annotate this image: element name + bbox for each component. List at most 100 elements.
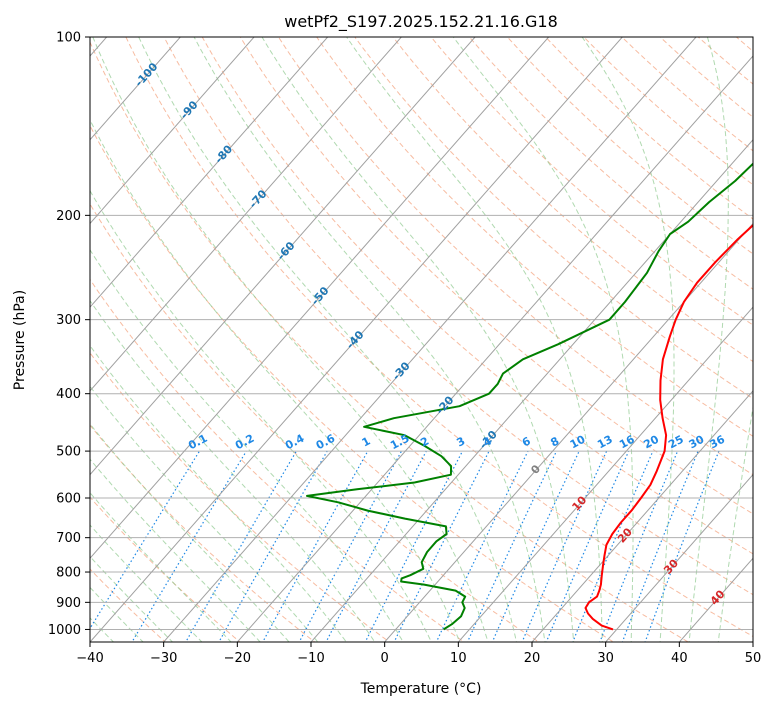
isotherm-line: [90, 37, 255, 225]
x-tick-label: −40: [76, 651, 103, 666]
x-tick-label: −20: [224, 651, 251, 666]
x-tick-label: 40: [671, 651, 688, 666]
moist-adiabat-line: [90, 344, 347, 642]
y-tick-label: 100: [56, 31, 81, 46]
plot-frame: [89, 36, 754, 643]
dry-adiabat-line: [163, 37, 753, 596]
mixing-ratio-line: [218, 450, 328, 642]
y-tick-label: 300: [56, 313, 81, 328]
moist-adiabat-line: [90, 458, 261, 642]
mixing-ratio-line: [298, 450, 403, 642]
isotherm-line: [604, 473, 753, 642]
mixing-ratio-label: 30: [687, 433, 707, 452]
dry-adiabat-line: [201, 37, 753, 555]
moist-adiabat-line: [90, 492, 232, 642]
isotherm-line: [383, 222, 753, 642]
moist-adiabat-line: [90, 555, 174, 642]
mixing-ratio-label: 2: [418, 434, 431, 449]
x-tick-label: 30: [597, 651, 614, 666]
dry-adiabat-line: [659, 37, 753, 118]
x-axis-label: Temperature (°C): [360, 681, 482, 697]
x-tick-label: 10: [450, 651, 467, 666]
mixing-ratio-line: [325, 450, 427, 642]
x-tick-label: 50: [745, 651, 762, 666]
isotherm-line: [457, 306, 753, 642]
isotherm-line: [90, 37, 624, 642]
y-tick-label: 800: [56, 566, 81, 581]
mixing-ratio-label: 16: [617, 433, 637, 452]
isotherm-line: [310, 138, 753, 642]
isotherm-line: [236, 55, 753, 642]
dry-adiabat-line: [392, 37, 753, 363]
mixing-ratio-line: [466, 450, 558, 642]
isotherm-line: [752, 641, 753, 642]
mixing-ratio-label: 3: [454, 434, 467, 449]
moist-adiabat-line: [90, 385, 319, 642]
dry-adiabat-line: [354, 37, 753, 400]
background-lines: [90, 24, 775, 654]
moist-adiabat-line: [138, 37, 518, 642]
isotherm-line: [678, 557, 753, 642]
moist-adiabat-line: [688, 37, 729, 642]
dry-adiabat-line: [90, 424, 316, 642]
mixing-ratio-label: 13: [595, 433, 615, 452]
dry-adiabat-line: [90, 278, 465, 642]
moist-adiabat-line: [90, 118, 461, 642]
y-tick-label: 1000: [48, 623, 81, 638]
mixing-ratio-label: 10: [568, 433, 588, 452]
dry-adiabat-line: [277, 37, 753, 476]
dewpoint-profile-line: [306, 162, 753, 631]
dry-adiabat-line: [90, 203, 540, 642]
dry-adiabat-line: [468, 37, 753, 290]
y-tick-label: 400: [56, 387, 81, 402]
series-layer: [306, 162, 753, 631]
dry-adiabat-line: [759, 24, 775, 654]
mixing-ratio-label: 1.5: [388, 432, 411, 453]
dry-adiabat-line: [621, 37, 753, 152]
isotherm-line: [531, 390, 753, 642]
dry-adiabat-line: [90, 124, 615, 642]
chart-title: wetPf2_S197.2025.152.21.16.G18: [284, 12, 558, 32]
temperature-profile-line: [584, 223, 753, 631]
dry-adiabat-line: [90, 352, 391, 642]
moist-adiabat-line: [90, 189, 432, 642]
mixing-ratio-line: [521, 450, 608, 642]
y-tick-label: 600: [56, 492, 81, 507]
mixing-ratio-label: 1: [360, 434, 373, 449]
mixing-ratio-label: 6: [520, 434, 533, 449]
mixing-ratio-label: 0.4: [283, 432, 307, 453]
mixing-ratio-line: [491, 450, 580, 642]
mixing-ratio-line: [364, 450, 464, 642]
moist-adiabat-line: [717, 404, 753, 642]
dry-adiabat-line: [735, 37, 753, 52]
mixing-ratio-label: 20: [641, 433, 661, 452]
dry-adiabat-line: [430, 37, 753, 326]
isotherm-line: [90, 37, 403, 392]
mixing-ratio-line: [90, 450, 201, 630]
dry-adiabat-line: [316, 37, 753, 437]
isotherm-line: [90, 37, 550, 560]
mixing-ratio-line: [599, 450, 679, 642]
isopleth-labels: -100-90-80-70-60-50-40-30-20-10010203040…: [132, 60, 727, 608]
dry-adiabat-line: [90, 496, 241, 642]
y-tick-label: 200: [56, 209, 81, 224]
moist-adiabat-line: [581, 37, 675, 642]
moist-adiabat-line: [90, 524, 203, 642]
axis-ticks: −40 −30 −20 −10 0 10 20 30 40 5010020030040050060…: [48, 31, 761, 667]
moist-adiabat-line: [90, 423, 290, 642]
mixing-ratio-label: 8: [548, 434, 561, 449]
x-tick-label: −30: [150, 651, 177, 666]
mixing-ratio-label: 25: [666, 433, 686, 452]
dry-adiabat-line: [90, 40, 690, 642]
y-tick-label: 500: [56, 445, 81, 460]
isotherm-line: [90, 37, 329, 308]
isotherm-line: [162, 37, 697, 642]
mixing-ratio-label: 0.2: [233, 432, 256, 453]
isotherm-line: [90, 37, 182, 141]
y-tick-label: 900: [56, 596, 81, 611]
x-tick-label: 20: [524, 651, 541, 666]
y-axis-label: Pressure (hPa): [12, 290, 28, 390]
y-tick-label: 700: [56, 531, 81, 546]
moist-adiabat-line: [261, 37, 575, 642]
